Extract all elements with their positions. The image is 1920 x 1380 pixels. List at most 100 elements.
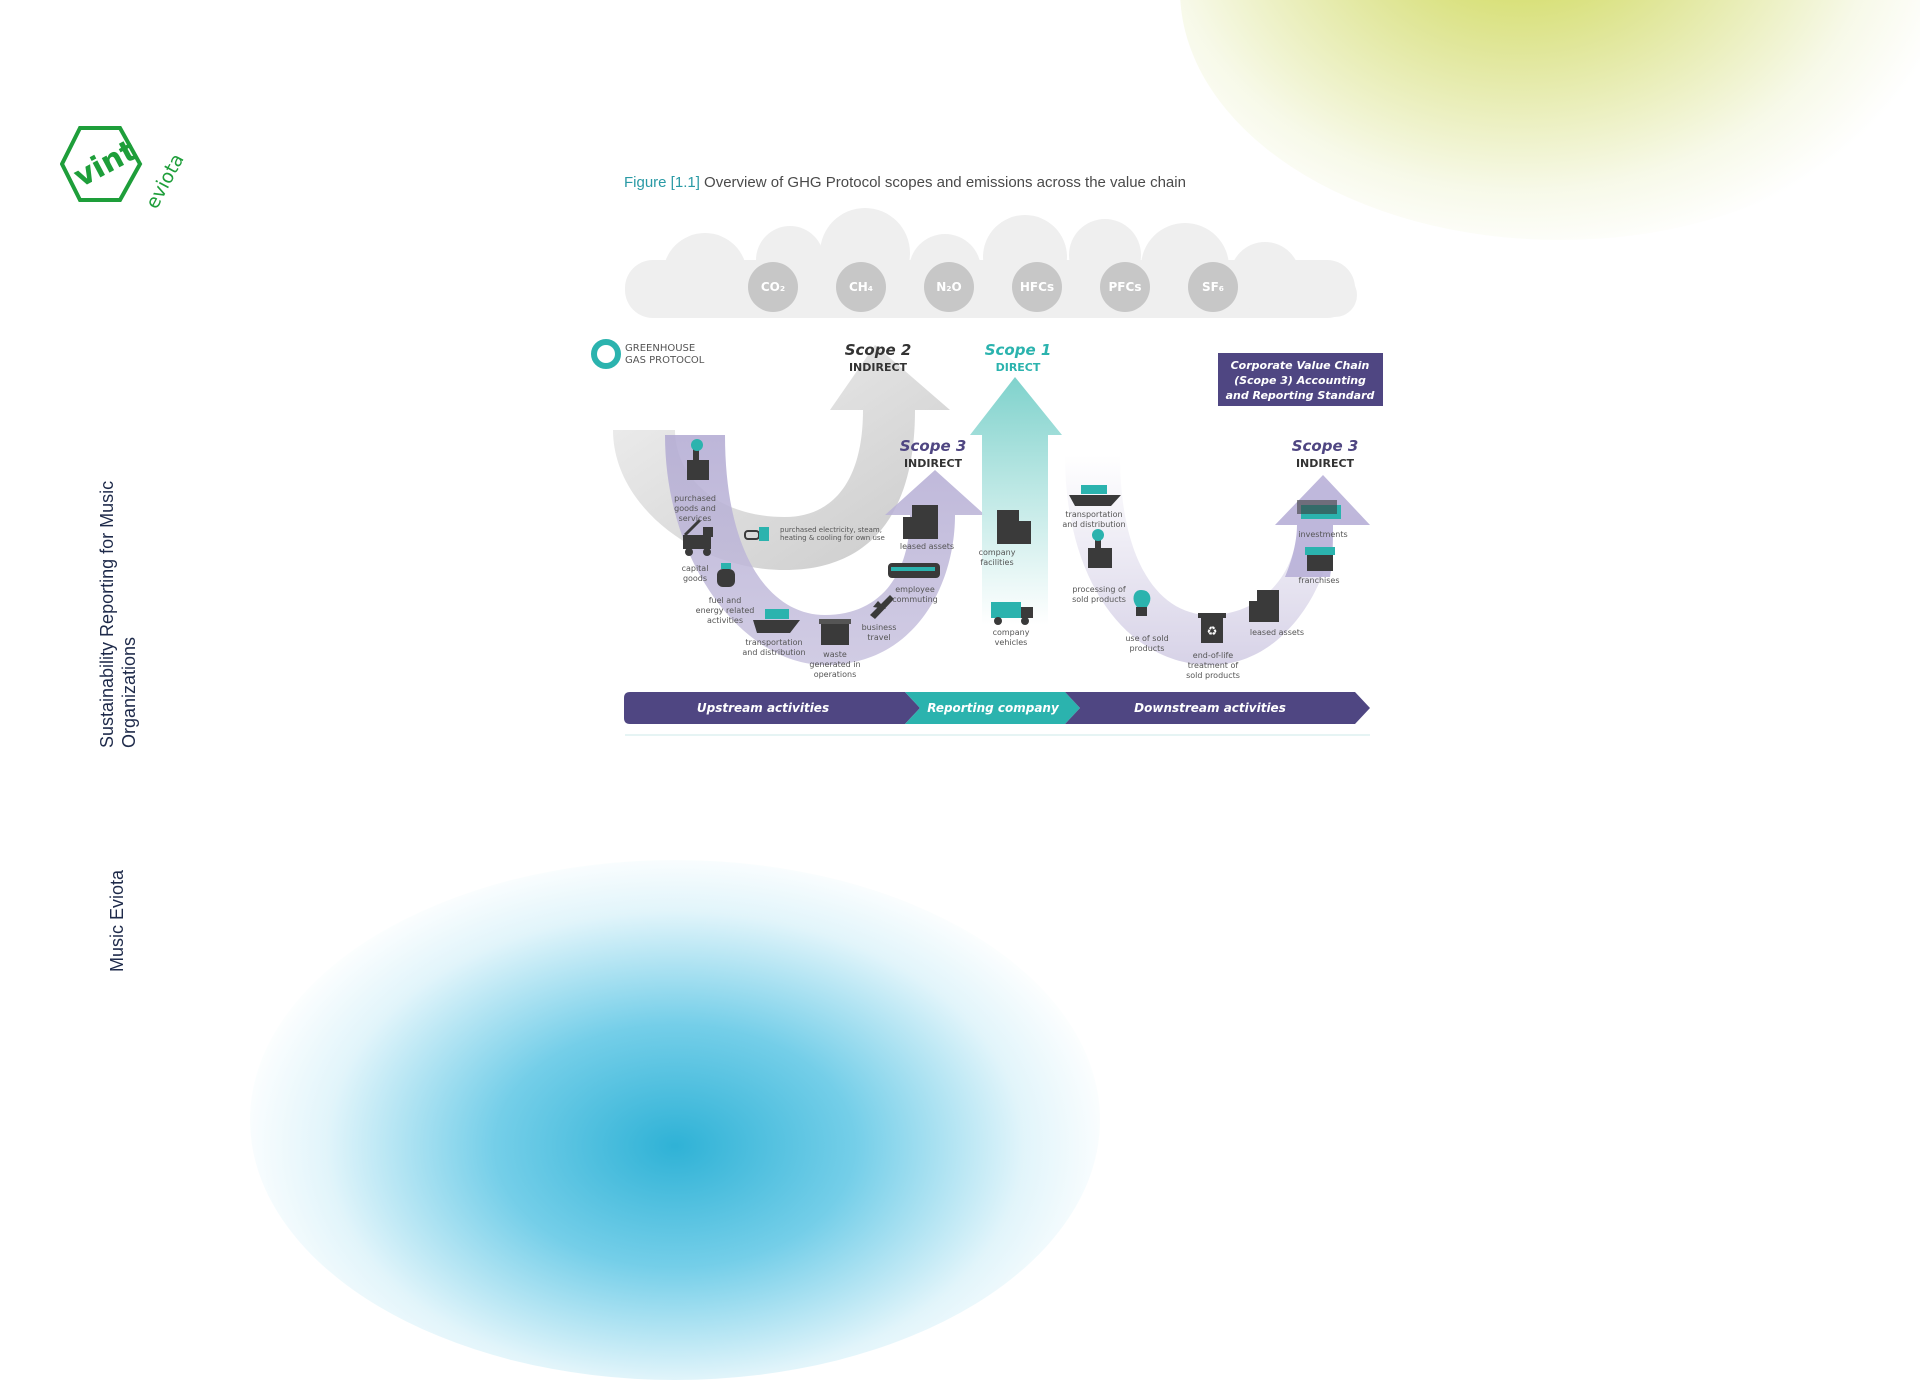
label-facilities-2: facilities [980,558,1013,567]
downstream-segment [1065,692,1370,724]
scope1-name: Scope 1 [985,341,1052,359]
gas-label-co2: CO₂ [761,280,785,294]
figure-caption: Overview of GHG Protocol scopes and emis… [704,174,1186,191]
franchise-store-icon [1305,547,1335,571]
figure-number: Figure [1.1] [624,174,700,191]
factory-icon [687,439,709,480]
plug-icon [744,527,769,541]
scope3-downstream-label: Scope 3 INDIRECT [1292,437,1359,470]
fuel-tank-icon [717,563,735,587]
dumpster-icon [819,619,851,645]
scope3-up-type: INDIRECT [904,457,963,470]
label-processing-2: sold products [1072,595,1126,604]
label-transport-up-1: transportation [745,638,802,647]
label-fuel-energy-1: fuel and [709,596,742,605]
scope2-name: Scope 2 [845,341,912,359]
upstream-label: Upstream activities [697,701,829,715]
scope3-upstream-label: Scope 3 INDIRECT [900,437,967,470]
gas-label-pfcs: PFCs [1109,280,1142,294]
label-scope2-item-2: heating & cooling for own use [780,534,885,542]
gas-label-sf6: SF₆ [1202,280,1224,294]
gas-circle-sf6 [1188,262,1238,312]
label-business-travel-1: business [862,623,897,632]
label-end-of-life-1: end-of-life [1193,651,1234,660]
side-footer: Music Eviota [107,869,127,972]
svg-text:♻: ♻ [1207,624,1218,638]
gas-circle-pfcs [1100,262,1150,312]
label-end-of-life-2: treatment of [1188,661,1239,670]
label-fuel-energy-2: energy related [696,606,755,615]
company-vehicle-icon [991,602,1033,625]
gas-label-ch4: CH₄ [849,280,873,294]
gas-circle-n2o [924,262,974,312]
protocol-line2: GAS PROTOCOL [625,355,705,366]
label-capital-goods-1: capital [682,564,709,573]
label-transport-down-2: and distribution [1062,520,1125,529]
downstream-ship-icon [1069,485,1121,506]
label-scope2-item-1: purchased electricity, steam, [780,526,882,534]
scope3-up-name: Scope 3 [900,437,967,455]
label-facilities-1: company [979,548,1016,557]
downstream-building-icon [1249,590,1279,622]
label-purchased-goods-3: services [679,514,712,523]
activity-bar: Upstream activities Reporting company Do… [624,692,1370,736]
label-business-travel-2: travel [867,633,890,642]
decorative-lime-blob [1180,0,1920,240]
gas-circle-ch4 [836,262,886,312]
reporting-label: Reporting company [927,701,1060,715]
ghg-protocol-logo: GREENHOUSE GAS PROTOCOL [591,339,705,369]
label-investments: investments [1298,530,1347,539]
cargo-ship-icon [753,609,800,633]
vint-eviota-logo: vint eviota [60,126,189,212]
side-title-line1: Sustainability Reporting for Music [97,480,117,748]
scope3-down-type: INDIRECT [1296,457,1355,470]
label-transport-up-2: and distribution [742,648,805,657]
company-facilities-icon [997,510,1031,544]
label-capital-goods-2: goods [683,574,707,583]
logo-script: eviota [141,150,188,212]
airplane-icon [870,595,894,619]
standard-line1: Corporate Value Chain [1231,359,1370,372]
gas-circle-hfcs [1012,262,1062,312]
label-waste-2: generated in [809,660,860,669]
label-vehicles-2: vehicles [995,638,1028,647]
gas-label-n2o: N₂O [936,280,962,294]
scope2-label: Scope 2 INDIRECT [845,341,912,374]
label-waste-3: operations [814,670,857,679]
scope1-type: DIRECT [996,361,1041,374]
recycle-bin-icon: ♻ [1198,613,1226,643]
scope3-down-name: Scope 3 [1292,437,1359,455]
cloud-band [625,208,1357,318]
label-transport-down-1: transportation [1065,510,1122,519]
scope1-arrow [970,377,1062,625]
label-fuel-energy-3: activities [707,616,743,625]
reporting-segment [905,692,1080,724]
protocol-line1: GREENHOUSE [625,343,695,354]
scope1-label: Scope 1 DIRECT [985,341,1052,374]
standard-box: Corporate Value Chain (Scope 3) Accounti… [1218,353,1383,406]
train-icon [888,563,940,578]
side-title: Sustainability Reporting for Music Organ… [96,481,140,748]
figure-title: Figure [1.1] Overview of GHG Protocol sc… [624,174,1186,191]
label-processing-1: processing of [1072,585,1126,594]
label-employee-commuting-2: commuting [892,595,937,604]
processing-factory-icon [1088,529,1112,568]
label-leased-assets-down: leased assets [1250,628,1304,637]
label-leased-assets-up: leased assets [900,542,954,551]
ghg-scopes-diagram: CO₂ CH₄ N₂O HFCs PFCs SF₆ GREENHOUSE GAS… [591,208,1383,736]
label-purchased-goods-2: goods and [674,504,716,513]
scope2-type: INDIRECT [849,361,908,374]
building-icon [903,505,938,539]
downstream-label: Downstream activities [1134,701,1286,715]
gas-label-hfcs: HFCs [1020,280,1054,294]
gas-circles: CO₂ CH₄ N₂O HFCs PFCs SF₆ [748,262,1238,312]
label-purchased-goods-1: purchased [674,494,716,503]
light-bulb-icon [1133,590,1151,616]
label-employee-commuting-1: employee [895,585,935,594]
side-title-line2: Organizations [119,636,139,748]
label-franchises: franchises [1298,576,1339,585]
logo-word: vint [68,133,142,195]
standard-line3: and Reporting Standard [1226,389,1375,402]
label-use-1: use of sold [1125,634,1168,643]
scope3-upstream-arrow [665,435,985,665]
